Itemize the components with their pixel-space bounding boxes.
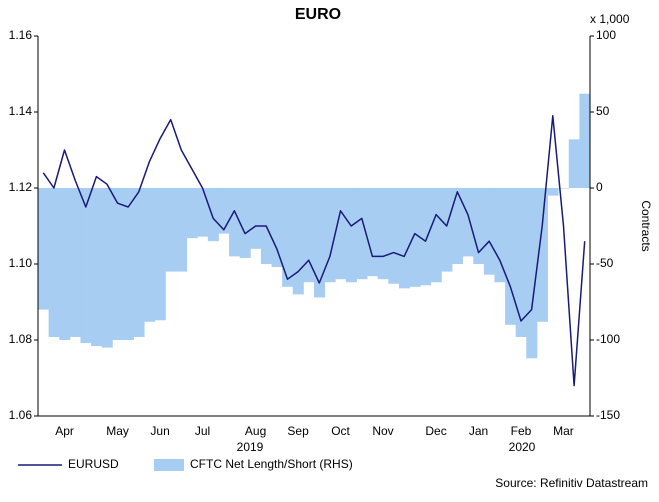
area-step	[324, 188, 336, 283]
y2-tick-label: -150	[596, 408, 620, 422]
area-step	[197, 188, 209, 237]
y-tick-label: 1.10	[9, 256, 33, 270]
area-step	[356, 188, 368, 280]
area-step	[154, 188, 166, 321]
x-tick-label: Feb	[511, 424, 532, 438]
area-step	[568, 139, 580, 188]
area-step	[536, 188, 548, 322]
area-step	[409, 188, 421, 287]
area-step	[101, 188, 113, 348]
y-tick-label: 1.16	[9, 28, 33, 42]
area-step	[165, 188, 177, 272]
area-step	[271, 188, 283, 268]
x-tick-label: Nov	[372, 424, 393, 438]
area-step	[48, 188, 60, 337]
area-step	[547, 188, 559, 196]
area-step	[494, 188, 506, 283]
area-step	[335, 188, 347, 280]
x-tick-label: Apr	[55, 424, 74, 438]
y2-tick-label: -100	[596, 332, 620, 346]
y2-tick-label: 100	[596, 28, 616, 42]
area-step	[526, 188, 538, 359]
area-step	[388, 188, 400, 284]
area-step	[218, 188, 230, 234]
area-step	[473, 188, 485, 264]
area-step	[441, 188, 453, 272]
area-step	[59, 188, 71, 340]
area-step	[377, 188, 389, 280]
area-step	[483, 188, 495, 275]
area-step	[122, 188, 134, 340]
year-label: 2019	[237, 440, 264, 454]
area-step	[398, 188, 410, 289]
area-step	[38, 188, 50, 310]
area-step	[558, 188, 570, 189]
x-tick-label: Dec	[425, 424, 446, 438]
y2-unit: x 1,000	[590, 12, 630, 26]
x-tick-label: May	[106, 424, 129, 438]
area-step	[303, 188, 315, 283]
x-tick-label: Jun	[150, 424, 169, 438]
area-step	[144, 188, 156, 322]
area-step	[186, 188, 198, 239]
area-step	[292, 188, 304, 295]
line	[42, 115, 586, 387]
legend-area-swatch	[154, 459, 184, 471]
area-step	[239, 188, 251, 258]
area-step	[69, 188, 81, 337]
area-step	[345, 188, 357, 283]
y-tick-label: 1.08	[9, 332, 33, 346]
x-tick-label: Oct	[331, 424, 350, 438]
x-tick-label: Mar	[553, 424, 574, 438]
chart-title: EURO	[295, 6, 341, 23]
area-step	[420, 188, 432, 286]
y-tick-label: 1.12	[9, 180, 33, 194]
y2-tick-label: 0	[596, 180, 603, 194]
y2-tick-label: -50	[596, 256, 614, 270]
x-tick-label: Jul	[195, 424, 210, 438]
area-step	[250, 188, 262, 249]
area-step	[462, 188, 474, 257]
area-step	[80, 188, 92, 344]
legend-label: CFTC Net Length/Short (RHS)	[190, 457, 353, 471]
area-step	[505, 188, 517, 325]
area-step	[207, 188, 219, 242]
area-step	[367, 188, 379, 277]
x-tick-label: Jan	[469, 424, 488, 438]
y2-axis-title: Contracts	[639, 200, 653, 251]
source: Source: Refinitiv Datastream	[495, 476, 648, 490]
area-step	[112, 188, 124, 340]
area-step	[282, 188, 294, 287]
x-tick-label: Sep	[287, 424, 309, 438]
area-step	[314, 188, 326, 298]
area-step	[452, 188, 464, 264]
area-step	[133, 188, 145, 337]
area-step	[229, 188, 241, 257]
area-step	[430, 188, 442, 283]
x-tick-label: Aug	[245, 424, 266, 438]
area-step	[176, 188, 188, 272]
y-tick-label: 1.14	[9, 104, 33, 118]
y2-tick-label: 50	[596, 104, 610, 118]
area-step	[91, 188, 103, 347]
legend-label: EURUSD	[68, 457, 119, 471]
area-step	[515, 188, 527, 337]
area-step	[579, 93, 591, 188]
y-tick-label: 1.06	[9, 408, 33, 422]
year-label: 2020	[509, 440, 536, 454]
